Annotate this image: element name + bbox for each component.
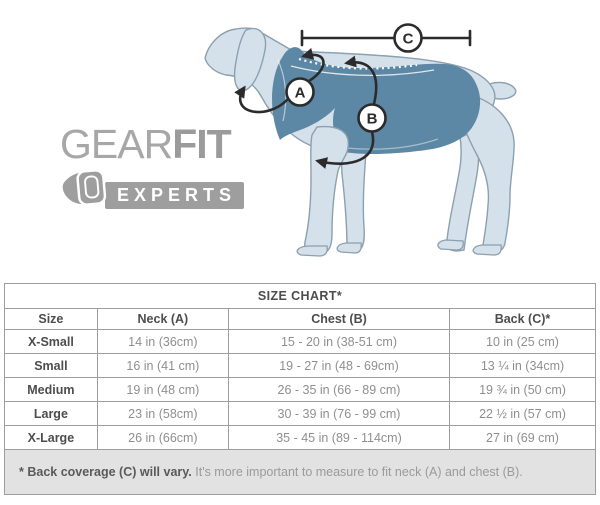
table-row: Large 23 in (58cm) 30 - 39 in (76 - 99 cm)… — [4, 401, 596, 426]
label-c-circle — [393, 23, 423, 53]
experts-badge: EXPERTS — [105, 182, 245, 209]
cell-neck: 16 in (41 cm) — [96, 353, 229, 378]
table-row: X-Large 26 in (66cm) 35 - 45 in (89 - 114c… — [4, 425, 596, 450]
cell-back: 13 ¼ in (34cm) — [449, 353, 596, 378]
chest-top-arrow — [344, 55, 378, 106]
logo-fit-text: FIT — [172, 121, 231, 167]
footnote-bold-text: * Back coverage (C) will vary. — [19, 465, 192, 479]
size-rows: X-Small 14 in (36cm) 15 - 20 in (38-51 cm)… — [4, 329, 596, 450]
cell-size: Small — [4, 353, 98, 378]
col-header-chest: Chest (B) — [227, 308, 451, 330]
label-a: A — [295, 84, 306, 101]
col-header-neck: Neck (A) — [96, 308, 229, 330]
size-chart-table: SIZE CHART* Size Neck (A) Chest (B) Back… — [4, 283, 596, 495]
label-b: B — [367, 110, 378, 127]
cell-neck: 14 in (36cm) — [96, 329, 229, 354]
cell-chest: 35 - 45 in (89 - 114cm) — [227, 425, 451, 450]
logo-wordmark: GEARFIT — [60, 124, 244, 165]
cell-size: Medium — [4, 377, 98, 402]
table-title: SIZE CHART* — [4, 283, 596, 309]
harness-icon — [62, 169, 107, 206]
cell-chest: 26 - 35 in (66 - 89 cm) — [227, 377, 451, 402]
cell-neck: 23 in (58cm) — [96, 401, 229, 426]
neck-arrow — [234, 85, 289, 114]
cell-size: X-Large — [4, 425, 98, 450]
cell-back: 27 in (69 cm) — [449, 425, 596, 450]
label-c: C — [403, 30, 414, 47]
table-row: Small 16 in (41 cm) 19 - 27 in (48 - 69cm)… — [4, 353, 596, 378]
cell-neck: 26 in (66cm) — [96, 425, 229, 450]
measure-arrows — [234, 48, 378, 169]
table-row: Medium 19 in (48 cm) 26 - 35 in (66 - 89 c… — [4, 377, 596, 402]
chest-bottom-arrow — [315, 130, 375, 169]
cell-chest: 30 - 39 in (76 - 99 cm) — [227, 401, 451, 426]
footnote: * Back coverage (C) will vary. It's more… — [4, 449, 596, 495]
cell-size: Large — [4, 401, 98, 426]
size-chart-section: SIZE CHART* Size Neck (A) Chest (B) Back… — [4, 283, 596, 495]
col-header-size: Size — [4, 308, 98, 330]
cell-chest: 19 - 27 in (48 - 69cm) — [227, 353, 451, 378]
cell-back: 10 in (25 cm) — [449, 329, 596, 354]
dog-measurement-diagram: A B C — [204, 23, 517, 257]
label-b-circle — [357, 103, 387, 133]
diagram-labels: A B C — [285, 23, 423, 133]
cell-back: 19 ¾ in (50 cm) — [449, 377, 596, 402]
measurement-line-c — [300, 29, 472, 47]
gearfit-logo: GEARFIT EXPERTS — [60, 124, 245, 209]
cell-neck: 19 in (48 cm) — [96, 377, 229, 402]
cell-size: X-Small — [4, 329, 98, 354]
label-a-circle — [285, 77, 315, 107]
table-row: X-Small 14 in (36cm) 15 - 20 in (38-51 cm)… — [4, 329, 596, 354]
col-header-back: Back (C)* — [449, 308, 596, 330]
cell-chest: 15 - 20 in (38-51 cm) — [227, 329, 451, 354]
footnote-rest-text: It's more important to measure to fit ne… — [191, 465, 523, 479]
cell-back: 22 ½ in (57 cm) — [449, 401, 596, 426]
logo-gear-text: GEAR — [60, 121, 173, 167]
neck-top-arrow — [301, 48, 325, 83]
